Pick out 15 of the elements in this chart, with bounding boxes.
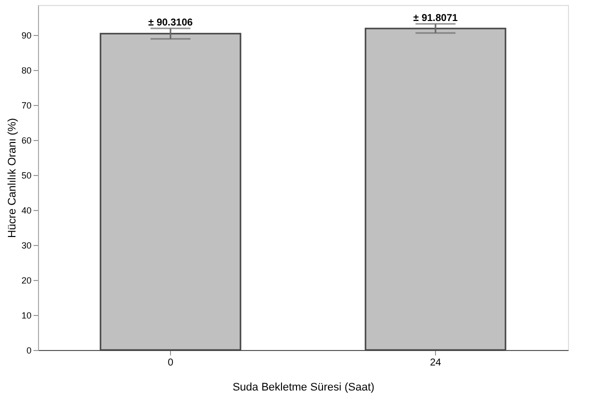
y-tick-label: 30 <box>21 240 32 250</box>
data-label: ± 91.8071 <box>413 12 458 24</box>
y-tick-label: 90 <box>21 30 32 40</box>
y-tick-label: 70 <box>21 100 32 110</box>
y-tick-label: 40 <box>21 205 32 216</box>
y-tick-label: 50 <box>21 170 32 180</box>
data-label: ± 90.3106 <box>148 17 194 28</box>
y-tick-label: 80 <box>21 65 32 76</box>
y-tick-label: 20 <box>21 275 32 286</box>
y-axis-title: Hücre Canlılık Oranı (%) <box>6 118 18 238</box>
x-axis-title: Suda Bekletme Süresi (Saat) <box>232 382 374 394</box>
y-tick-label: 60 <box>21 135 32 146</box>
x-tick-label: 24 <box>430 358 442 368</box>
y-tick-label: 10 <box>21 310 32 320</box>
y-tick-label: 0 <box>26 346 32 356</box>
